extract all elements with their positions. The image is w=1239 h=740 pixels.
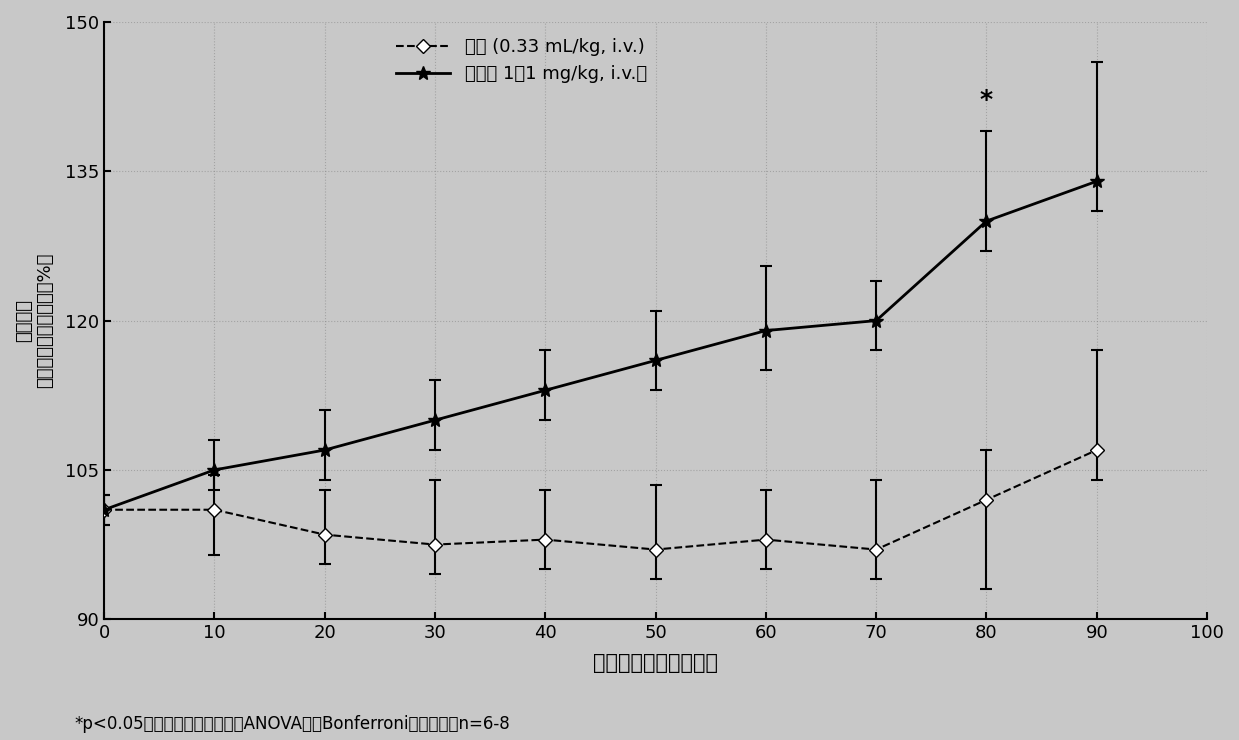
X-axis label: 时间（输注后分钓数）: 时间（输注后分钓数） — [593, 653, 719, 673]
Text: *: * — [980, 87, 992, 112]
Y-axis label: 脑血流量
（相对于基础血流量的%）: 脑血流量 （相对于基础血流量的%） — [15, 253, 53, 388]
Legend: 载剂 (0.33 mL/kg, i.v.), 实施例 1（1 mg/kg, i.v.）: 载剂 (0.33 mL/kg, i.v.), 实施例 1（1 mg/kg, i.… — [389, 31, 654, 90]
Text: *p<0.05，相对于载剂，双因素ANOVA随后Bonferroni事后检验，n=6-8: *p<0.05，相对于载剂，双因素ANOVA随后Bonferroni事后检验，n… — [74, 715, 510, 733]
